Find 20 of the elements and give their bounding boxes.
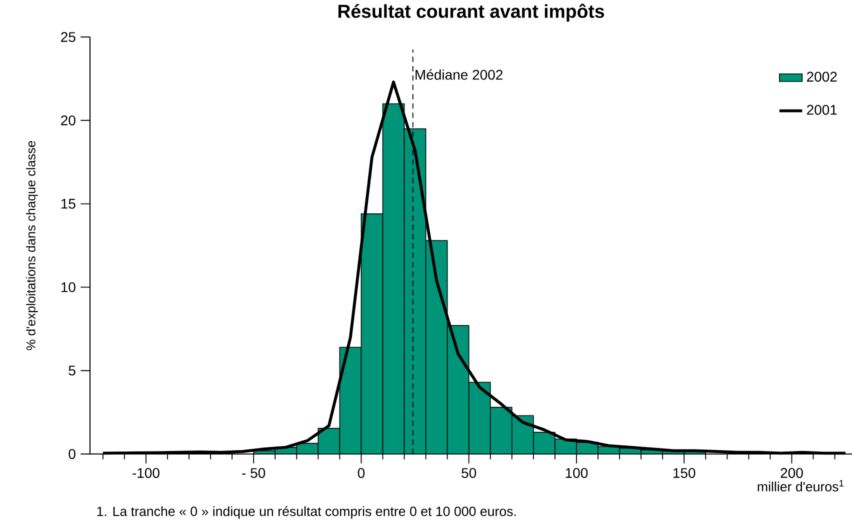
legend-label: 2002	[807, 72, 837, 82]
x-axis-title: millier d'euros$^{1}$	[758, 480, 844, 492]
chart-title: Résultat courant avant impôts	[338, 4, 604, 22]
y-tick-label: 0	[68, 449, 76, 459]
x-tick-label: - 50	[242, 468, 266, 478]
y-tick-label: 10	[61, 282, 76, 292]
x-tick-label: 0	[358, 468, 365, 478]
legend-label: 2001	[807, 104, 837, 115]
text: 1. La tranche « 0 » indique un résultat compris entre 0 et 10 000 euros.	[97, 506, 516, 519]
x-tick-label: 150	[674, 468, 696, 478]
x-tick-label: -100	[132, 468, 160, 478]
x-tick-label: 200	[780, 468, 803, 478]
x-tick-label: 50	[462, 468, 476, 478]
y-tick-label: 25	[61, 32, 76, 42]
y-tick-label: 15	[61, 198, 76, 209]
y-tick-label: 20	[61, 115, 76, 126]
y-axis-title: % d'exploitations dans chaque classe	[26, 141, 38, 350]
ref-line-label: Médiane 2002	[416, 69, 502, 80]
x-tick-label: 100	[566, 468, 588, 478]
y-tick-label: 5	[68, 366, 76, 376]
